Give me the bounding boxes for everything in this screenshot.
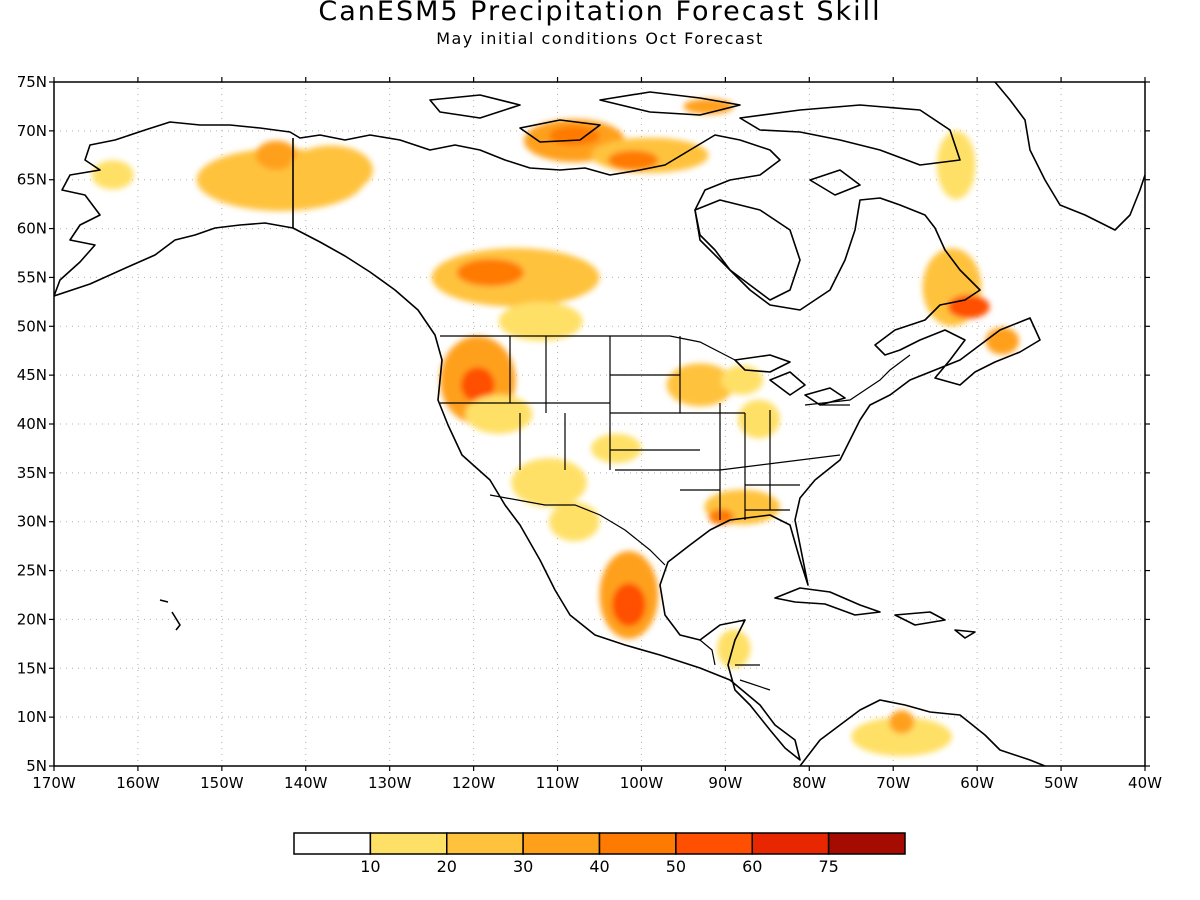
- skill-region: [721, 365, 764, 395]
- skill-region: [498, 301, 583, 341]
- greenland-coastline: [994, 82, 1145, 231]
- skill-region: [683, 98, 734, 115]
- central-america-borders: [699, 639, 771, 691]
- skill-region: [666, 363, 734, 407]
- colorbar-swatch: [369, 832, 448, 855]
- lon-tick-label: 50W: [1044, 774, 1078, 792]
- colorbar-swatch: [751, 832, 830, 855]
- skill-region: [255, 140, 298, 170]
- skill-region: [708, 509, 734, 525]
- skill-region: [511, 458, 587, 508]
- hudson-bay: [694, 199, 801, 301]
- skill-region: [947, 295, 990, 319]
- lon-tick-label: 150W: [200, 774, 244, 792]
- colorbar-label: 40: [589, 857, 609, 876]
- lat-tick-label: 40N: [17, 415, 47, 433]
- skill-region: [461, 367, 495, 403]
- skill-region: [851, 717, 952, 757]
- lat-tick-label: 25N: [17, 562, 47, 580]
- skill-region: [607, 150, 659, 170]
- lon-tick-label: 100W: [620, 774, 664, 792]
- skill-shading: [91, 98, 1020, 757]
- colorbar-label: 60: [742, 857, 762, 876]
- skill-region: [737, 399, 780, 439]
- axis-ticks: 5N 10N 15N 20N 25N 30N 35N 40N 45N 50N 55N 60N 65N 70…: [17, 73, 1162, 792]
- lon-tick-label: 160W: [116, 774, 160, 792]
- lon-tick-label: 90W: [708, 774, 742, 792]
- lon-tick-label: 80W: [792, 774, 826, 792]
- skill-region: [889, 710, 915, 734]
- lon-tick-label: 170W: [32, 774, 76, 792]
- north-america-coastline: [54, 121, 1041, 761]
- lat-tick-label: 70N: [17, 122, 47, 140]
- skill-region: [456, 258, 524, 287]
- lat-tick-label: 15N: [17, 659, 47, 677]
- skill-region: [591, 433, 642, 464]
- caribbean-islands: [774, 587, 976, 639]
- skill-region: [549, 125, 600, 146]
- skill-region: [936, 130, 976, 200]
- skill-region: [549, 502, 600, 542]
- lat-tick-label: 5N: [26, 757, 47, 775]
- skill-region: [465, 394, 533, 434]
- great-lakes: [734, 354, 846, 406]
- colorbar-swatch: [598, 832, 677, 855]
- lat-tick-label: 65N: [17, 171, 47, 189]
- skill-region: [288, 145, 373, 195]
- lon-tick-label: 110W: [536, 774, 580, 792]
- lat-tick-label: 50N: [17, 317, 47, 335]
- colorbar-swatch: [675, 832, 753, 855]
- colorbar-label: 10: [360, 857, 380, 876]
- colorbar-label: 30: [513, 857, 533, 876]
- skill-region: [985, 327, 1020, 355]
- chart-subtitle: May initial conditions Oct Forecast: [436, 29, 764, 48]
- skill-region: [91, 160, 134, 190]
- lon-tick-label: 130W: [368, 774, 412, 792]
- colorbar-swatch: [293, 832, 372, 855]
- lon-tick-label: 140W: [284, 774, 328, 792]
- state-borders: [440, 335, 911, 691]
- colorbar-swatch: [827, 832, 906, 855]
- colorbar-swatch: [446, 832, 524, 855]
- arctic-islands: [429, 91, 961, 196]
- lon-tick-label: 70W: [876, 774, 910, 792]
- chart-title: CanESM5 Precipitation Forecast Skill: [318, 0, 882, 27]
- us-mexico-border: [489, 494, 666, 566]
- lon-tick-label: 40W: [1128, 774, 1162, 792]
- skill-region: [716, 629, 751, 669]
- lat-tick-label: 30N: [17, 513, 47, 531]
- colorbar-label: 50: [666, 857, 686, 876]
- coastlines: [54, 82, 1145, 766]
- lat-tick-label: 55N: [17, 268, 47, 286]
- lon-tick-label: 120W: [452, 774, 496, 792]
- lat-tick-label: 35N: [17, 464, 47, 482]
- colorbar: 10 20 30 40 50 60 75: [293, 832, 906, 876]
- lat-tick-label: 60N: [17, 220, 47, 238]
- lat-tick-label: 20N: [17, 610, 47, 628]
- south-america-coastline: [799, 699, 1046, 766]
- colorbar-swatch: [522, 832, 601, 855]
- hawaii-islands: [159, 599, 181, 631]
- lon-tick-label: 60W: [960, 774, 994, 792]
- colorbar-label: 75: [818, 857, 838, 876]
- us-canada-border: [440, 335, 911, 406]
- lat-tick-label: 10N: [17, 708, 47, 726]
- skill-region: [612, 583, 646, 627]
- state-lines: [440, 336, 850, 520]
- colorbar-label: 20: [437, 857, 457, 876]
- lat-tick-label: 75N: [17, 73, 47, 91]
- lat-tick-label: 45N: [17, 366, 47, 384]
